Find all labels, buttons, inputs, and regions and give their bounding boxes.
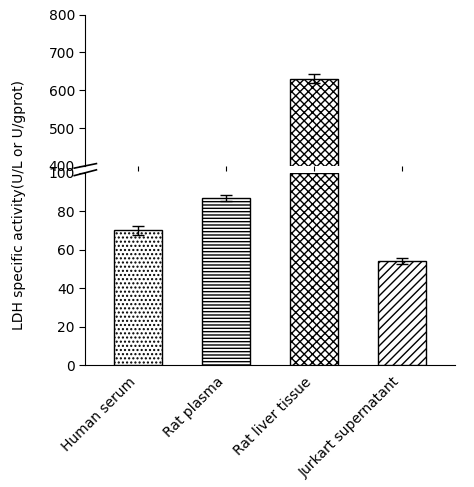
- Bar: [378, 262, 427, 365]
- Text: LDH specific activity(U/L or U/gprot): LDH specific activity(U/L or U/gprot): [12, 79, 26, 330]
- Bar: [290, 79, 338, 317]
- Bar: [290, 173, 338, 365]
- Bar: [114, 230, 162, 365]
- Bar: [202, 198, 250, 365]
